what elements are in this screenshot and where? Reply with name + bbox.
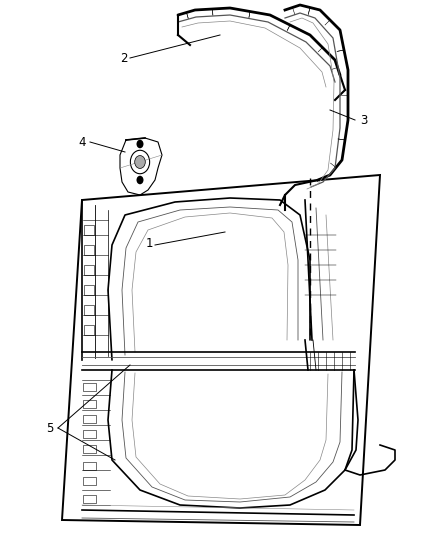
Circle shape [137, 140, 144, 148]
Circle shape [135, 156, 145, 168]
Text: 3: 3 [360, 114, 367, 126]
Circle shape [137, 176, 144, 184]
Text: 5: 5 [46, 422, 54, 434]
Text: 4: 4 [78, 135, 86, 149]
Text: 2: 2 [120, 52, 127, 64]
Text: 1: 1 [146, 237, 153, 250]
